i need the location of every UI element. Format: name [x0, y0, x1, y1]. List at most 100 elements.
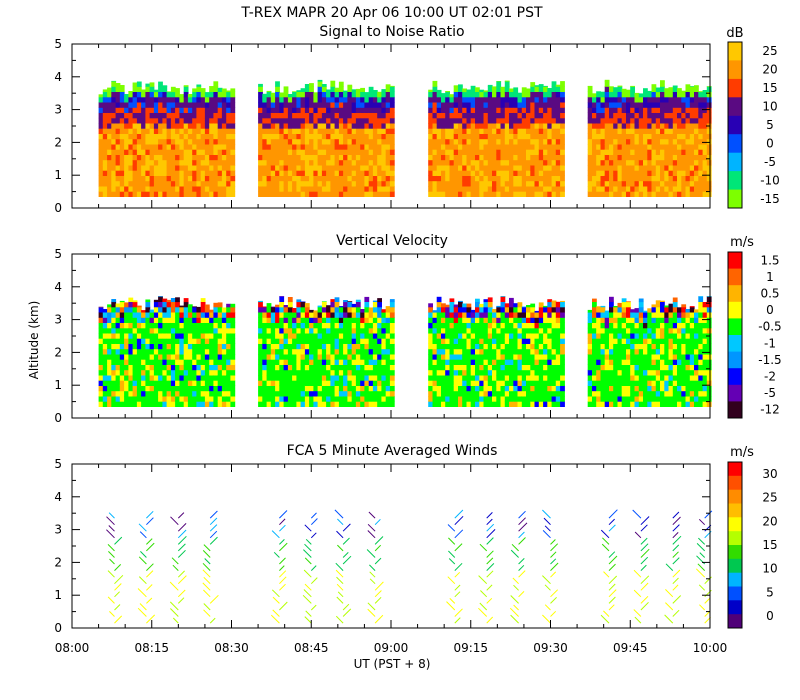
heatmap-cell [136, 348, 142, 355]
heatmap-cell [526, 88, 531, 92]
heatmap-cell [162, 85, 168, 87]
heatmap-cell [555, 348, 561, 355]
heatmap-cell [136, 133, 142, 140]
heatmap-cell [513, 154, 519, 161]
heatmap-cell [98, 159, 104, 166]
heatmap-cell [534, 191, 540, 197]
heatmap-cell [141, 396, 146, 402]
heatmap-cell [145, 191, 151, 197]
heatmap-cell [128, 333, 134, 339]
heatmap-cell [175, 348, 180, 355]
heatmap-cell [466, 112, 472, 119]
heatmap-cell [230, 390, 236, 397]
heatmap-cell [368, 159, 374, 166]
heatmap-cell [551, 144, 557, 150]
heatmap-cell [158, 154, 163, 161]
heatmap-cell [351, 380, 357, 386]
heatmap-cell [513, 180, 519, 187]
heatmap-cell [187, 133, 193, 140]
heatmap-cell [592, 396, 597, 402]
heatmap-cell [596, 102, 601, 108]
heatmap-cell [479, 144, 485, 150]
heatmap-cell [162, 343, 168, 350]
heatmap-cell [621, 133, 627, 140]
heatmap-cell [313, 138, 319, 145]
heatmap-cell [326, 96, 331, 103]
heatmap-cell [153, 180, 159, 187]
heatmap-cell [343, 343, 348, 350]
heatmap-cell [115, 359, 121, 365]
heatmap-cell [534, 390, 540, 397]
heatmap-cell [592, 96, 597, 103]
heatmap-cell [283, 180, 289, 187]
heatmap-cell [621, 191, 627, 197]
heatmap-cell [98, 175, 104, 182]
heatmap-cell [441, 159, 446, 166]
heatmap-cell [621, 149, 627, 155]
heatmap-cell [664, 175, 670, 182]
heatmap-cell [621, 343, 627, 350]
heatmap-cell [596, 317, 601, 323]
heatmap-cell [538, 165, 544, 171]
heatmap-cell [145, 144, 151, 150]
heatmap-cell [643, 359, 648, 365]
heatmap-cell [230, 359, 236, 365]
heatmap-cell [128, 117, 134, 124]
heatmap-cell [449, 359, 455, 365]
heatmap-cell [517, 149, 523, 155]
heatmap-cell [115, 396, 121, 402]
heatmap-cell [538, 84, 544, 87]
heatmap-cell [179, 338, 185, 344]
heatmap-cell [381, 322, 387, 329]
heatmap-cell [389, 401, 395, 407]
heatmap-cell [300, 149, 306, 155]
heatmap-cell [617, 322, 623, 329]
heatmap-cell [136, 128, 142, 134]
heatmap-cell [685, 144, 691, 150]
heatmap-cell [630, 112, 635, 119]
heatmap-cell [372, 364, 378, 371]
heatmap-cell [496, 338, 502, 344]
heatmap-cell [660, 112, 665, 119]
heatmap-cell [609, 180, 614, 187]
heatmap-cell [230, 138, 236, 145]
heatmap-cell [292, 175, 297, 182]
heatmap-cell [660, 175, 665, 182]
heatmap-cell [462, 390, 467, 397]
heatmap-cell [377, 186, 382, 192]
heatmap-cell [166, 299, 172, 303]
heatmap-cell [609, 401, 614, 407]
heatmap-cell [179, 117, 185, 124]
heatmap-cell [555, 91, 561, 98]
heatmap-cell [309, 309, 314, 313]
heatmap-cell [530, 91, 536, 98]
heatmap-cell [445, 112, 450, 119]
heatmap-cell [487, 123, 493, 129]
heatmap-cell [428, 133, 433, 140]
heatmap-cell [124, 317, 129, 323]
heatmap-cell [351, 369, 357, 376]
heatmap-cell [360, 107, 365, 113]
heatmap-cell [351, 159, 357, 166]
heatmap-cell [492, 191, 497, 197]
heatmap-cell [470, 107, 476, 113]
heatmap-cell [372, 138, 378, 145]
heatmap-cell [587, 128, 593, 134]
colorbar-label: -10 [760, 173, 780, 187]
heatmap-cell [551, 333, 557, 339]
heatmap-cell [560, 117, 565, 124]
heatmap-cell [668, 138, 674, 145]
heatmap-cell [145, 107, 151, 113]
heatmap-cell [183, 186, 189, 192]
heatmap-cell [128, 180, 134, 187]
heatmap-cell [200, 359, 206, 365]
heatmap-cell [132, 385, 138, 392]
heatmap-cell [141, 333, 146, 339]
heatmap-cell [145, 301, 151, 308]
heatmap-cell [313, 180, 319, 187]
heatmap-cell [230, 165, 236, 171]
heatmap-cell [334, 359, 340, 365]
heatmap-cell [626, 180, 631, 187]
heatmap-cell [258, 396, 263, 402]
heatmap-cell [647, 144, 653, 150]
